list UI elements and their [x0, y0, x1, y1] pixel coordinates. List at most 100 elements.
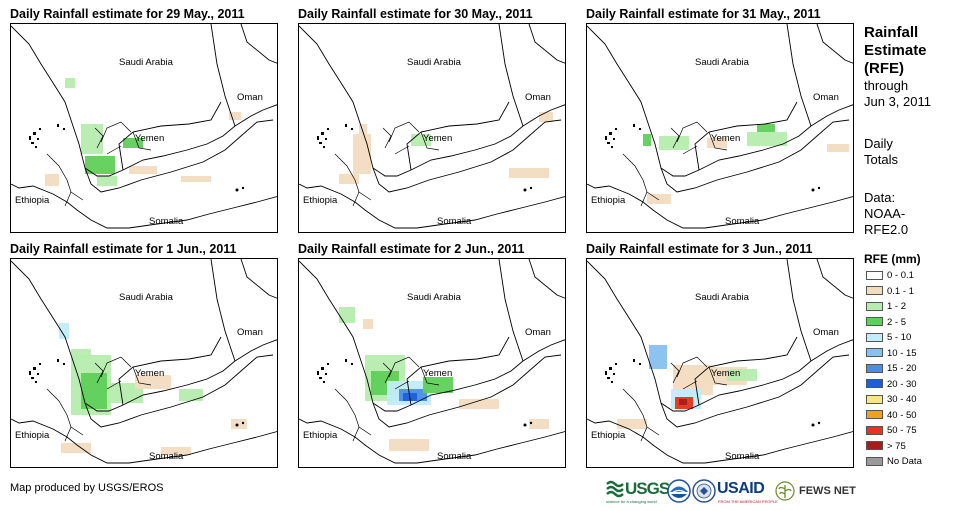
legend-item: 2 - 5: [866, 317, 906, 329]
panel-title-4: Daily Rainfall estimate for 1 Jun., 2011: [10, 242, 237, 256]
rain-patch: [827, 144, 849, 152]
usaid-tagline: FROM THE AMERICAN PEOPLE: [718, 499, 778, 504]
legend-item: No Data: [866, 456, 922, 468]
map-panel-5: Saudi Arabia Oman Yemen Ethiopia Somalia: [298, 258, 566, 468]
rain-patch: [179, 389, 203, 401]
svg-text:Saudi Arabia: Saudi Arabia: [695, 292, 750, 303]
legend-swatch: [866, 332, 883, 342]
rainfall-map: Saudi Arabia Oman Yemen Ethiopia Somalia: [299, 24, 565, 229]
legend-swatch: [866, 456, 883, 466]
noaa-logo-icon: [667, 478, 691, 506]
sidebar-daily-totals: Daily Totals: [864, 136, 898, 168]
legend-label: 15 - 20: [887, 363, 917, 374]
rain-patch: [339, 174, 359, 184]
panel-title-5: Daily Rainfall estimate for 2 Jun., 2011: [298, 242, 525, 256]
rain-patch: [647, 194, 671, 204]
rain-patch: [459, 399, 499, 409]
rainfall-map: Saudi Arabia Oman Yemen Ethiopia Somalia: [11, 259, 277, 464]
panel-title-6: Daily Rainfall estimate for 3 Jun., 2011: [586, 242, 813, 256]
panel-title-1: Daily Rainfall estimate for 29 May., 201…: [10, 7, 245, 21]
rain-patch: [123, 138, 143, 148]
legend-label: 10 - 15: [887, 347, 917, 359]
usgs-logo: USGS science for a changing world: [606, 478, 670, 506]
rain-patch: [747, 132, 787, 146]
rain-patch: [61, 443, 91, 453]
legend-item: 50 - 75: [866, 425, 917, 437]
rain-patch: [71, 349, 91, 359]
svg-text:Somalia: Somalia: [149, 216, 184, 227]
rain-patch: [389, 439, 429, 451]
legend-item: 10 - 15: [866, 348, 917, 360]
legend-swatch: [866, 410, 883, 420]
svg-text:Oman: Oman: [525, 327, 551, 338]
svg-text:Oman: Oman: [813, 92, 839, 103]
svg-text:Ethiopia: Ethiopia: [303, 195, 338, 206]
legend-item: 30 - 40: [866, 394, 917, 406]
rain-patch: [59, 323, 69, 339]
svg-text:Saudi Arabia: Saudi Arabia: [119, 57, 174, 68]
legend-item: 20 - 30: [866, 379, 917, 391]
rain-patch: [727, 369, 757, 381]
rain-patch: [231, 419, 247, 429]
rainfall-map: Saudi Arabia Oman Yemen Ethiopia Somalia: [587, 259, 853, 464]
usaid-logo: USAID FROM THE AMERICAN PEOPLE: [717, 478, 778, 506]
sidebar-daily-line1: Daily: [864, 136, 893, 151]
legend-label: 50 - 75: [887, 425, 917, 436]
svg-text:Somalia: Somalia: [725, 451, 760, 462]
svg-text:Yemen: Yemen: [135, 133, 164, 144]
panel-title-2: Daily Rainfall estimate for 30 May., 201…: [298, 7, 533, 21]
rain-patch: [107, 383, 143, 403]
svg-text:Oman: Oman: [237, 327, 263, 338]
sidebar-title-line2: Estimate: [864, 42, 927, 59]
fewsnet-plant-icon: [775, 481, 795, 501]
svg-text:Oman: Oman: [237, 92, 263, 103]
rain-patch: [529, 419, 549, 429]
svg-text:Yemen: Yemen: [711, 368, 740, 379]
rain-patch: [353, 134, 371, 174]
rain-patch: [707, 138, 727, 148]
rain-patch: [181, 176, 211, 182]
legend-label: > 75: [887, 440, 906, 452]
usaid-text: USAID: [717, 480, 765, 497]
sidebar-title-line3: (RFE): [864, 60, 904, 77]
legend-item: 1 - 2: [866, 301, 906, 313]
rain-patch: [659, 136, 689, 150]
rain-patch: [161, 447, 191, 455]
rain-patch: [539, 112, 553, 122]
svg-text:Somalia: Somalia: [437, 451, 472, 462]
dos-seal-icon: [692, 478, 716, 506]
sidebar-through: through: [864, 78, 909, 93]
svg-text:Yemen: Yemen: [135, 368, 164, 379]
map-panel-2: Saudi Arabia Oman Yemen Ethiopia Somalia: [298, 23, 566, 233]
legend-swatch: [866, 270, 883, 280]
rain-patch: [679, 399, 687, 405]
map-panel-3: Saudi Arabia Oman Yemen Ethiopia Somalia: [586, 23, 854, 233]
fewsnet-logo: FEWS NET: [775, 478, 856, 506]
legend-label: 20 - 30: [887, 378, 917, 390]
legend-item: 0 - 0.1: [866, 270, 914, 282]
sidebar-data-source: Data: NOAA- RFE2.0: [864, 190, 908, 238]
legend-label: 30 - 40: [887, 394, 917, 405]
svg-text:Somalia: Somalia: [149, 451, 184, 462]
svg-text:Yemen: Yemen: [423, 133, 452, 144]
legend-item: 0.1 - 1: [866, 286, 914, 298]
rain-patch: [649, 345, 667, 369]
rainfall-map: Saudi Arabia Oman Yemen Ethiopia Somalia: [299, 259, 565, 464]
rain-patch: [411, 134, 431, 146]
rain-patch: [643, 134, 651, 146]
legend-swatch: [866, 317, 883, 327]
rain-patch: [45, 174, 59, 186]
rain-patch: [617, 419, 647, 429]
sidebar-heading: Rainfall Estimate (RFE) through Jun 3, 2…: [864, 24, 931, 110]
legend-item: 5 - 10: [866, 332, 911, 344]
legend-item: 40 - 50: [866, 410, 917, 422]
svg-text:Yemen: Yemen: [423, 368, 452, 379]
legend-item: > 75: [866, 441, 906, 453]
rain-patch: [757, 124, 775, 132]
legend-label: 0.1 - 1: [887, 285, 914, 297]
legend-swatch: [866, 379, 883, 389]
sidebar-daily-line2: Totals: [864, 152, 898, 167]
rain-patch: [85, 156, 115, 174]
legend-swatch: [866, 394, 883, 404]
legend-title: RFE (mm): [864, 252, 921, 266]
